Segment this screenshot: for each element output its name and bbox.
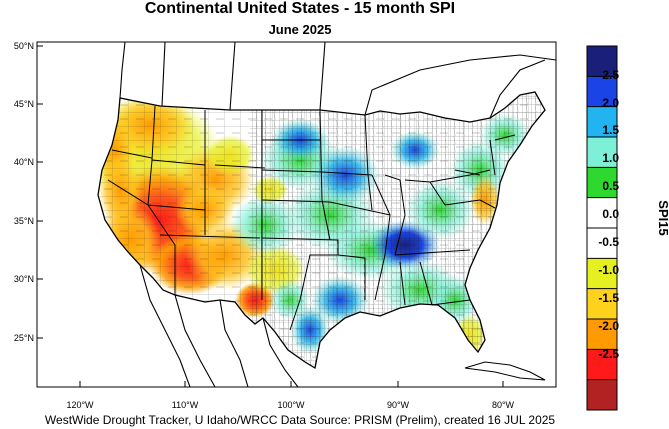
lat-tick-label: 40°N xyxy=(14,157,34,167)
colorbar-swatch xyxy=(587,319,617,350)
colorbar-title: SPI15 xyxy=(656,200,669,235)
colorbar-label: 0.5 xyxy=(602,179,619,193)
source-credit: WestWide Drought Tracker, U Idaho/WRCC D… xyxy=(44,413,556,427)
lat-tick-label: 45°N xyxy=(14,99,34,109)
lon-tick-label: 110°W xyxy=(172,400,199,410)
colorbar-swatches xyxy=(587,46,617,411)
colorbar-swatch xyxy=(587,288,617,320)
lat-tick-label: 25°N xyxy=(14,333,34,343)
colorbar-swatch xyxy=(587,46,617,77)
lat-tick-label: 50°N xyxy=(14,41,34,51)
lat-axis: 50°N 45°N 40°N 35°N 30°N 25°N xyxy=(14,41,43,343)
colorbar-swatch xyxy=(587,76,617,107)
colorbar-swatch xyxy=(587,137,617,168)
map-title: Continental United States - 15 month SPI xyxy=(144,0,456,17)
colorbar-label: 1.0 xyxy=(602,151,619,165)
lon-tick-label: 100°W xyxy=(277,400,305,410)
colorbar-label: -1.5 xyxy=(598,291,619,305)
colorbar-swatch xyxy=(587,349,617,380)
map-subtitle: June 2025 xyxy=(268,22,332,37)
lon-axis: 120°W 110°W 100°W 90°W 80°W xyxy=(66,381,515,410)
colorbar-label: -2.5 xyxy=(598,347,619,361)
colorbar-swatch xyxy=(587,106,617,138)
colorbar: 2.5 2.0 1.5 1.0 0.5 0.0 -0.5 -1.0 -1.5 -… xyxy=(586,45,669,411)
colorbar-label: -0.5 xyxy=(598,235,619,249)
lat-tick-label: 30°N xyxy=(14,274,34,284)
colorbar-swatch xyxy=(587,379,617,411)
colorbar-swatch xyxy=(587,258,617,289)
lat-tick-label: 35°N xyxy=(14,216,34,226)
colorbar-swatch xyxy=(587,228,617,259)
lon-tick-label: 90°W xyxy=(387,400,410,410)
colorbar-label: 2.5 xyxy=(602,68,619,82)
lon-tick-label: 80°W xyxy=(492,400,515,410)
lon-tick-label: 120°W xyxy=(66,400,94,410)
neighbor-borders xyxy=(119,42,556,387)
colorbar-label: 1.5 xyxy=(602,123,619,137)
cuba-outline xyxy=(464,361,546,381)
colorbar-label: -2.0 xyxy=(598,319,619,333)
us-boundaries xyxy=(97,91,546,369)
colorbar-label: -1.0 xyxy=(598,263,619,277)
colorbar-ticks xyxy=(587,75,617,381)
colorbar-label: 0.0 xyxy=(602,207,619,221)
colorbar-swatch xyxy=(587,167,617,198)
colorbar-label: 2.0 xyxy=(602,96,619,110)
colorbar-swatch xyxy=(587,197,617,229)
